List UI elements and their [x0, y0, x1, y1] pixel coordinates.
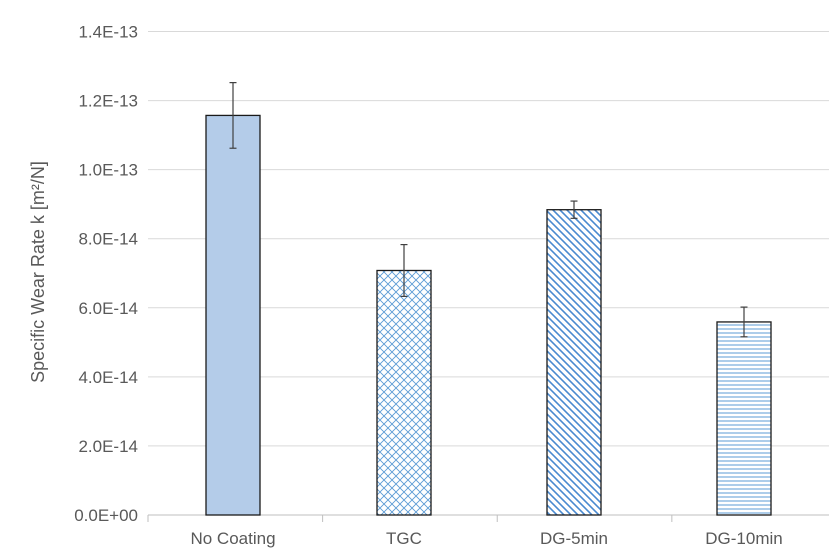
y-tick-label: 1.4E-13 [78, 23, 138, 42]
bar [205, 114, 261, 516]
y-tick-label: 2.0E-14 [78, 437, 138, 456]
y-tick-label: 8.0E-14 [78, 230, 138, 249]
y-tick-label: 1.2E-13 [78, 92, 138, 111]
x-tick-label: TGC [386, 529, 422, 548]
y-tick-label: 6.0E-14 [78, 299, 138, 318]
bar [546, 209, 602, 516]
x-tick-label: DG-10min [705, 529, 782, 548]
bar [716, 321, 772, 516]
x-tick-label: DG-5min [540, 529, 608, 548]
bar [376, 269, 432, 516]
y-axis-title: Specific Wear Rate k [m²/N] [28, 161, 48, 383]
axes [147, 514, 829, 522]
tick-labels: 0.0E+00 2.0E-14 4.0E-14 6.0E-14 8.0E-14 1.0E-… [74, 23, 783, 549]
gridlines [148, 31, 829, 447]
y-tick-label: 0.0E+00 [74, 506, 138, 525]
y-tick-label: 4.0E-14 [78, 368, 138, 387]
x-tick-label: No Coating [190, 529, 275, 548]
y-tick-label: 1.0E-13 [78, 161, 138, 180]
error-bars [229, 82, 748, 338]
bars [205, 114, 772, 516]
